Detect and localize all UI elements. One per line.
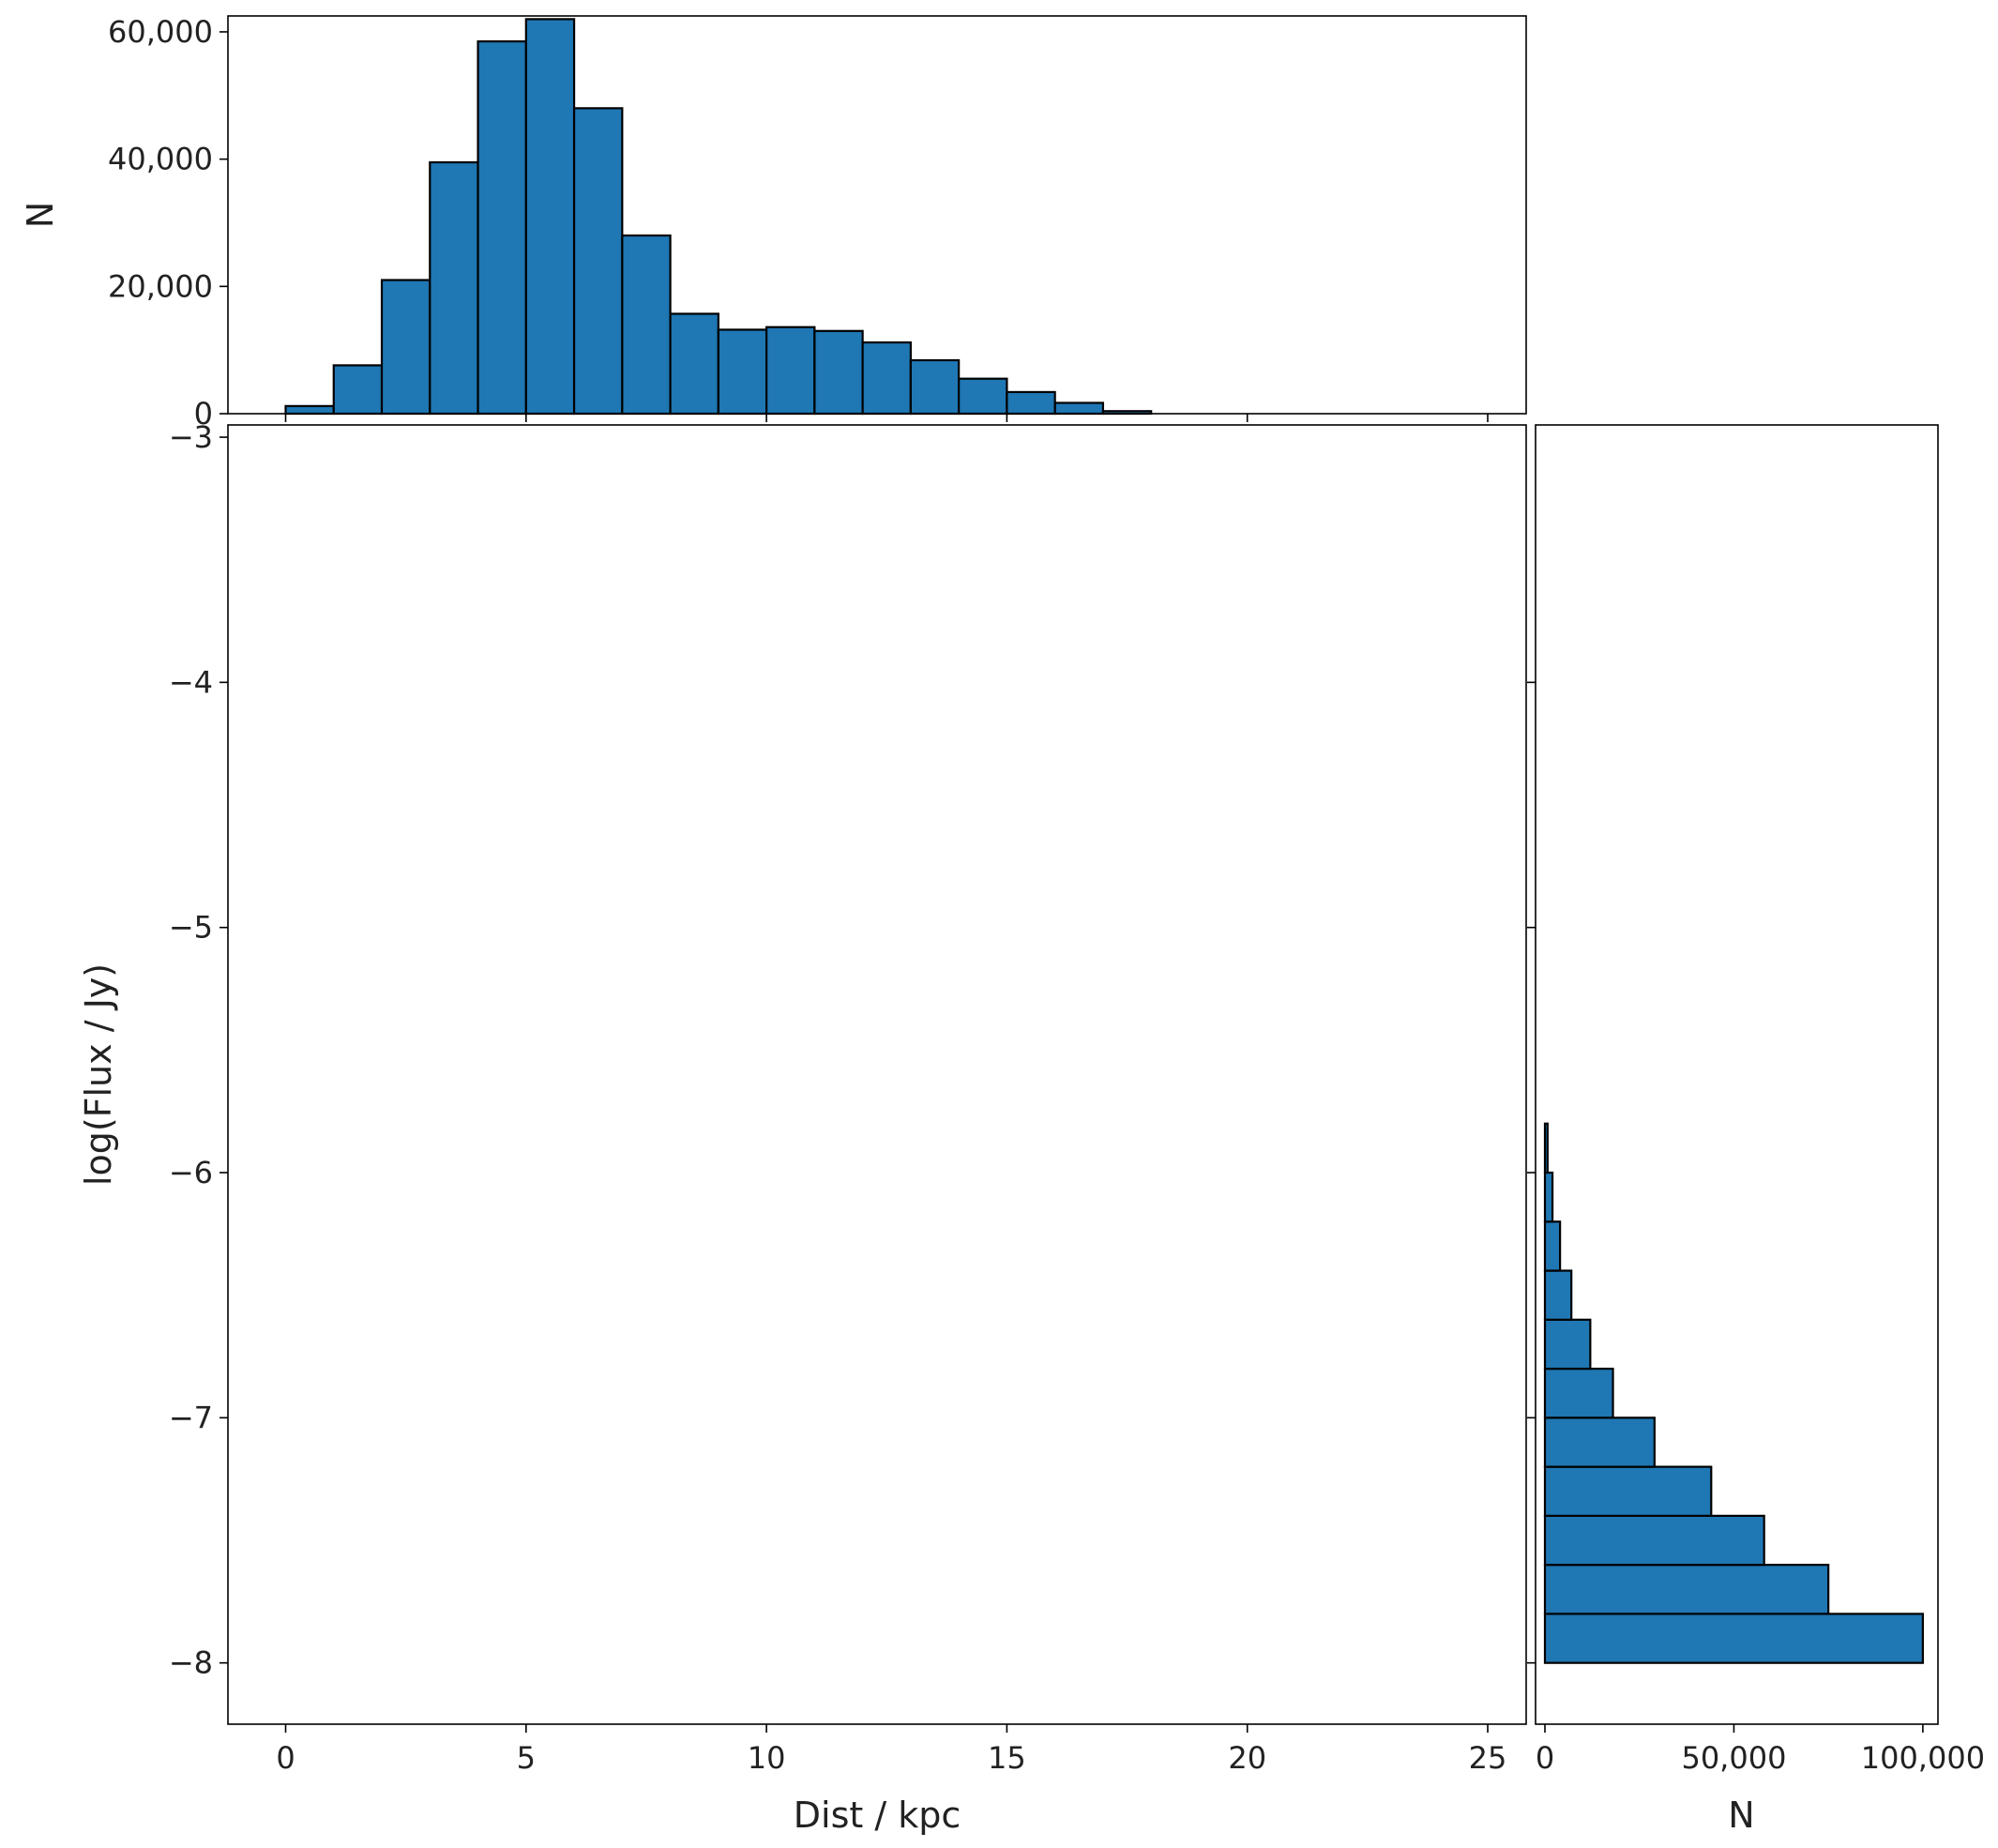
right-histogram-xlabel: N xyxy=(1728,1795,1754,1836)
right-histogram-xtick-label: 0 xyxy=(1536,1740,1554,1776)
top-histogram-bar xyxy=(572,107,624,416)
right-histogram-frame xyxy=(1535,424,1939,1725)
right-histogram-bar xyxy=(1543,1318,1592,1371)
top-histogram-ylabel: N xyxy=(20,202,61,228)
right-histogram-bar xyxy=(1543,1220,1562,1272)
scatter-ytick-label: −4 xyxy=(169,664,213,700)
right-histogram-bar xyxy=(1543,1122,1549,1174)
scatter-ytick-label: −7 xyxy=(169,1400,213,1435)
right-histogram-bar xyxy=(1543,1367,1614,1419)
top-histogram-bar xyxy=(958,377,1008,416)
top-histogram-bar xyxy=(813,329,864,416)
top-histogram-bar xyxy=(621,234,672,416)
right-histogram-bar xyxy=(1543,1564,1830,1615)
right-histogram-bar xyxy=(1543,1171,1554,1223)
right-histogram-bar xyxy=(1543,1416,1656,1468)
scatter-ytick-label: −5 xyxy=(169,910,213,946)
top-histogram-bar xyxy=(669,312,719,416)
top-histogram-bar xyxy=(284,404,335,416)
top-histogram-bar xyxy=(380,279,431,416)
top-histogram-bar xyxy=(524,18,576,416)
top-histogram-ytick-label: 20,000 xyxy=(108,268,213,304)
scatter-xtick-label: 20 xyxy=(1228,1740,1266,1776)
right-histogram-bar xyxy=(1543,1269,1573,1321)
scatter-frame xyxy=(227,424,1527,1725)
scatter-ylabel: log(Flux / Jy) xyxy=(78,963,119,1186)
top-histogram-bar xyxy=(477,40,527,416)
top-histogram-frame xyxy=(227,15,1527,415)
top-histogram-bar xyxy=(332,364,384,416)
top-histogram-bar xyxy=(861,341,912,416)
scatter-ytick-label: −8 xyxy=(169,1645,213,1681)
scatter-xtick-label: 25 xyxy=(1469,1740,1507,1776)
right-histogram-xtick-label: 100,000 xyxy=(1861,1740,1985,1776)
scatter-ytick-label: −3 xyxy=(169,419,213,455)
top-histogram-ytick-label: 60,000 xyxy=(108,14,213,50)
right-histogram-panel: 0 50,000 100,000 N xyxy=(1527,424,1985,1836)
scatter-xtick-label: 5 xyxy=(517,1740,536,1776)
top-histogram-ytick-label: 40,000 xyxy=(108,142,213,177)
top-histogram-bar xyxy=(909,358,961,416)
scatter-xtick-label: 0 xyxy=(276,1740,295,1776)
scatter-ytick-label: −6 xyxy=(169,1155,213,1190)
scatter-xtick-label: 10 xyxy=(748,1740,786,1776)
right-histogram-bar xyxy=(1543,1613,1924,1664)
top-histogram-bar xyxy=(717,328,768,416)
right-histogram-bar xyxy=(1543,1465,1713,1517)
scatter-background xyxy=(228,425,1526,1724)
right-histogram-bar xyxy=(1543,1514,1765,1567)
scatter-xlabel: Dist / kpc xyxy=(794,1795,961,1836)
top-histogram-bar xyxy=(765,326,816,416)
top-histogram-bar xyxy=(429,160,479,416)
top-histogram-bar xyxy=(1053,401,1105,416)
top-histogram-bar xyxy=(1006,390,1056,416)
top-histogram-ytick-label: 0 xyxy=(194,396,213,432)
top-histogram-panel: 0 20,000 40,000 60,000 N xyxy=(20,14,1527,432)
scatter-xtick-label: 15 xyxy=(988,1740,1026,1776)
scatter-panel: 0 5 10 15 20 25 −8 −7 −6 −5 −4 −3 Dist / kpc log(Flux… xyxy=(78,419,1527,1836)
right-histogram-xtick-label: 50,000 xyxy=(1681,1740,1786,1776)
